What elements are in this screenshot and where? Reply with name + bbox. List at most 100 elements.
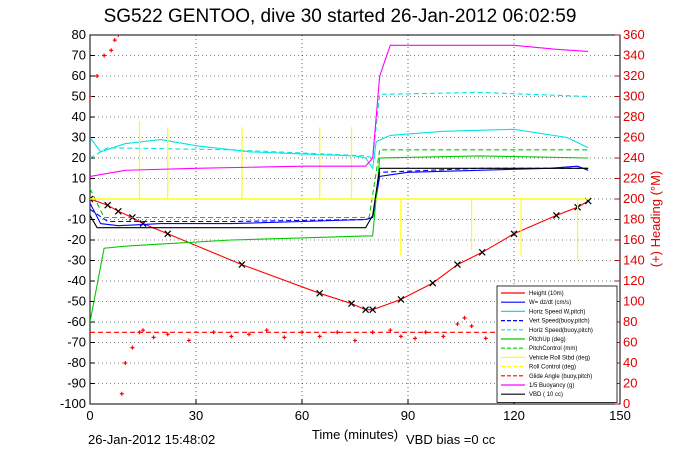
y-tick-label: -50 <box>67 294 86 309</box>
y-tick-label: -60 <box>67 314 86 329</box>
legend-label: VBD ( 10 cc) <box>529 392 563 398</box>
heading-point <box>130 345 135 350</box>
y2-tick-label: 160 <box>623 232 645 247</box>
chart-title: SG522 GENTOO, dive 30 started 26-Jan-201… <box>104 6 577 27</box>
y-tick-label: -80 <box>67 355 86 370</box>
legend-label: Roll Control (deg) <box>529 365 576 371</box>
legend-label: Vert Speed(buoy,pitch) <box>529 319 590 325</box>
y2-tick-label: 260 <box>623 130 645 145</box>
height-marker <box>316 289 324 297</box>
heading-point <box>462 315 467 320</box>
height-marker <box>369 306 377 314</box>
heading-point <box>137 330 142 335</box>
heading-point <box>109 48 114 53</box>
height-marker <box>397 296 405 303</box>
heading-point <box>186 338 191 343</box>
heading-point <box>455 322 460 327</box>
heading-point <box>469 324 474 329</box>
legend-label: PitchUp (deg) <box>529 337 566 343</box>
y2-tick-label: 120 <box>623 273 645 288</box>
heading-point <box>441 334 446 339</box>
heading-point <box>300 330 304 335</box>
x-axis-label: Time (minutes) <box>312 427 398 442</box>
height-marker <box>510 230 518 238</box>
series-line-5 <box>90 155 589 323</box>
heading-point <box>370 330 375 335</box>
x-tick-label: 0 <box>86 408 93 423</box>
plot-area: -100-90-80-70-60-50-40-30-20-10010203040… <box>60 27 645 423</box>
x-tick-label: 30 <box>189 408 203 423</box>
series-line-3 <box>90 167 589 223</box>
y2-tick-label: 40 <box>623 355 637 370</box>
y2-tick-label: 300 <box>623 89 645 104</box>
height-marker <box>164 230 172 238</box>
heading-point <box>141 328 145 333</box>
y-tick-label: 70 <box>72 48 86 63</box>
heading-point <box>95 74 100 78</box>
y2-tick-label: 20 <box>623 376 637 391</box>
height-marker <box>552 211 560 219</box>
legend-label: PitchControl (mm) <box>529 346 577 352</box>
heading-point <box>335 330 340 335</box>
legend-label: Horiz Speed(buoy,pitch) <box>529 328 593 334</box>
height-marker <box>348 300 355 307</box>
right-axis-label: (+) Heading (°M) <box>648 171 663 268</box>
series-line-2 <box>90 128 589 170</box>
legend-label: Horiz Speed W,pitch) <box>529 309 585 315</box>
heading-point <box>102 53 107 58</box>
y2-tick-label: 0 <box>623 396 630 411</box>
vbd-bias-footer: VBD bias =0 cc <box>406 432 496 447</box>
x-tick-label: 90 <box>401 408 415 423</box>
height-marker <box>454 261 461 269</box>
heading-point <box>388 328 393 333</box>
heading-point <box>211 330 216 335</box>
height-marker <box>90 195 94 203</box>
y2-tick-label: 100 <box>623 294 645 309</box>
y2-tick-label: 340 <box>623 48 645 63</box>
y2-tick-label: 240 <box>623 150 645 165</box>
heading-point <box>264 328 269 333</box>
heading-point <box>398 334 403 339</box>
heading-point <box>282 335 287 340</box>
heading-point <box>165 332 170 337</box>
height-marker <box>238 261 246 269</box>
y2-tick-label: 80 <box>623 314 637 329</box>
legend-box <box>496 285 618 403</box>
y2-tick-label: 360 <box>623 27 645 42</box>
heading-point <box>247 332 251 337</box>
y-tick-label: -70 <box>67 335 86 350</box>
legend-label: Height (10m) <box>529 291 564 297</box>
y-tick-label: 20 <box>72 150 86 165</box>
legend-label: W= dz/dt (cm/s) <box>529 300 571 306</box>
y-tick-label: -20 <box>67 232 86 247</box>
series-line-7 <box>90 121 589 261</box>
height-marker <box>429 279 437 287</box>
heading-point <box>483 336 488 341</box>
y-tick-label: 40 <box>72 109 86 124</box>
heading-point <box>317 334 322 339</box>
y-tick-label: 80 <box>72 27 86 42</box>
y-tick-label: 60 <box>72 68 86 83</box>
height-marker <box>478 248 486 256</box>
y-tick-label: 0 <box>79 191 86 206</box>
y-tick-label: -30 <box>67 253 86 268</box>
y2-tick-label: 180 <box>623 212 645 227</box>
y2-tick-label: 200 <box>623 191 645 206</box>
x-tick-label: 60 <box>295 408 309 423</box>
y2-tick-label: 220 <box>623 171 645 186</box>
y2-tick-label: 60 <box>623 335 637 350</box>
y-tick-label: 50 <box>72 89 86 104</box>
y-tick-label: -100 <box>60 396 86 411</box>
y2-tick-label: 140 <box>623 253 645 268</box>
series-line-4 <box>90 91 589 159</box>
y-tick-label: 10 <box>72 171 86 186</box>
series-line-6 <box>90 149 589 219</box>
legend-label: Vehicle Roll Stbd (deg) <box>529 355 590 361</box>
heading-point <box>123 361 128 365</box>
heading-point <box>116 35 121 37</box>
legend: Height (10m) W= dz/dt (cm/s) Horiz Speed W… <box>496 285 618 403</box>
legend-label: Glide Angle (buoy,pitch) <box>529 374 592 380</box>
heading-point <box>90 94 92 99</box>
x-tick-label: 120 <box>503 408 525 423</box>
